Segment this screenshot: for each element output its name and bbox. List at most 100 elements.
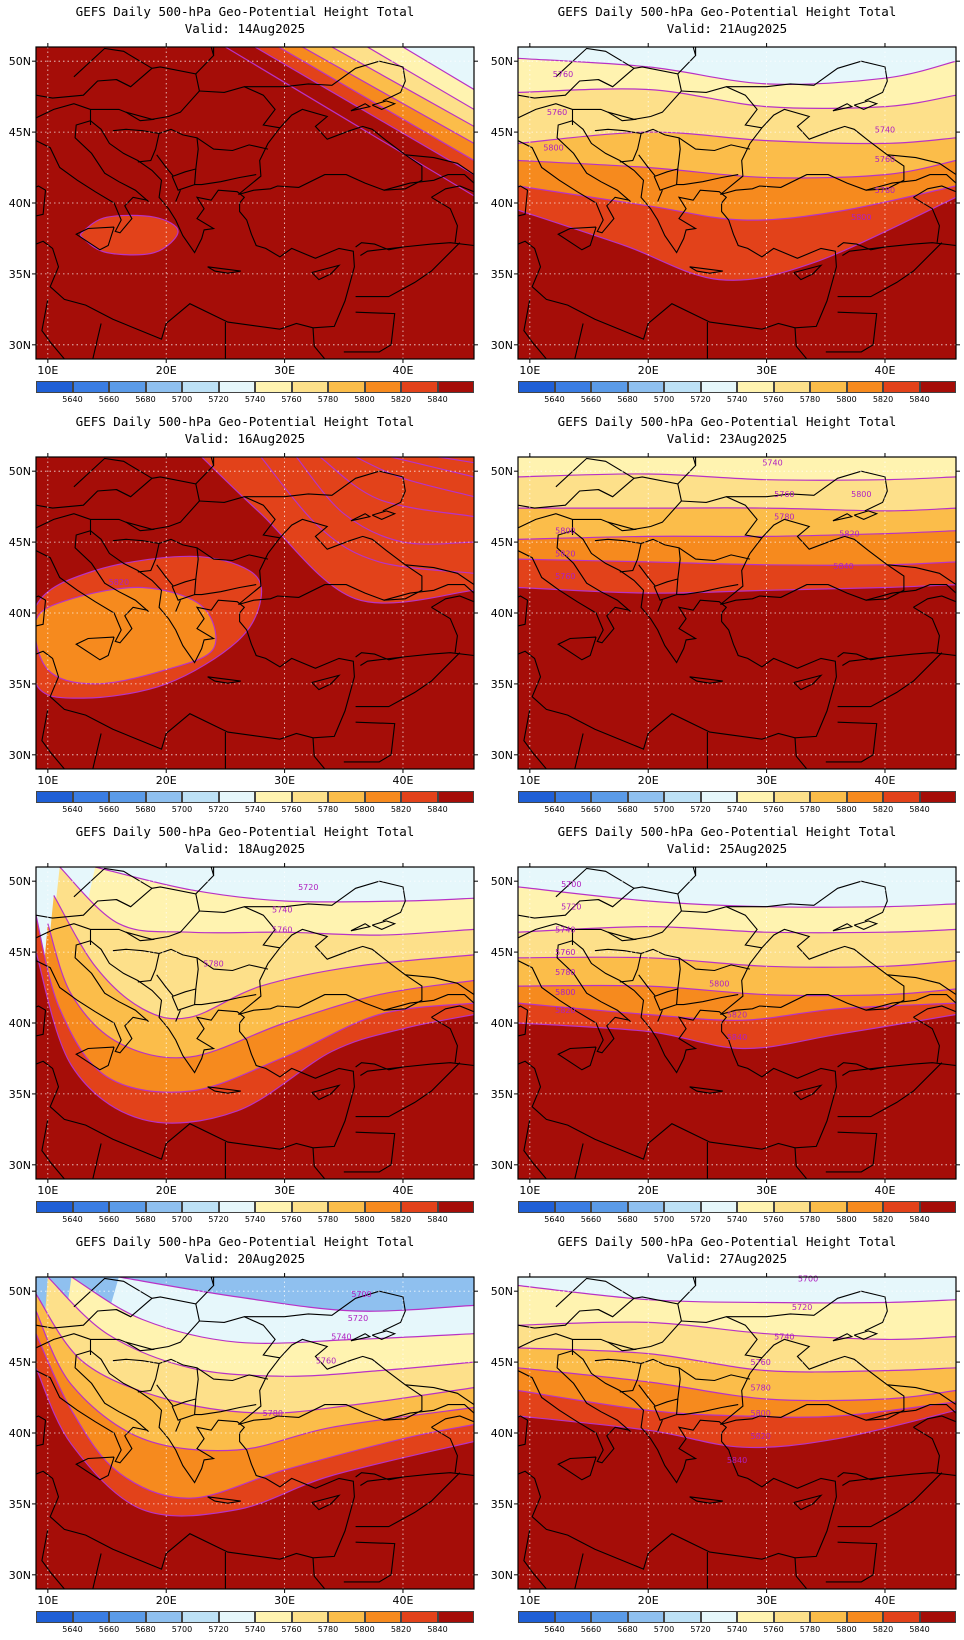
lat-label: 40N — [491, 607, 513, 620]
lon-label: 20E — [156, 1184, 177, 1197]
colorbar-label: 5740 — [726, 1215, 748, 1224]
colorbar-label: 5780 — [799, 1215, 821, 1224]
colorbar-swatch — [700, 1611, 737, 1623]
lon-label: 10E — [519, 774, 540, 787]
colorbar-swatch — [437, 1611, 474, 1623]
colorbar-swatch — [664, 381, 701, 393]
colorbar: 5640 5660 5680 5700 5720 5740 5760 5780 5800 5820… — [36, 1201, 474, 1224]
colorbar-label: 5720 — [208, 805, 229, 814]
colorbar-swatch — [627, 791, 664, 803]
colorbar: 5640 5660 5680 5700 5720 5740 5760 5780 5800 5820… — [36, 381, 474, 404]
contour-label: 5840 — [833, 562, 853, 571]
lat-label: 30N — [9, 1159, 31, 1172]
lon-label: 20E — [638, 364, 659, 377]
contour-label: 5820 — [727, 1010, 747, 1019]
colorbar-swatch — [919, 1201, 956, 1213]
lon-label: 10E — [519, 1184, 540, 1197]
colorbar-label: 5780 — [317, 1625, 339, 1634]
lon-label: 30E — [274, 774, 295, 787]
colorbar-label: 5660 — [580, 1215, 602, 1224]
contour-label: 5840 — [727, 1456, 747, 1465]
colorbar-label: 5800 — [354, 1625, 375, 1634]
colorbar-swatch — [328, 791, 365, 803]
lon-label: 20E — [638, 1184, 659, 1197]
lon-label: 30E — [756, 774, 777, 787]
lat-label: 50N — [491, 465, 513, 478]
colorbar-swatch — [364, 791, 401, 803]
colorbar-label: 5820 — [872, 1215, 894, 1224]
colorbar-swatch — [737, 1611, 774, 1623]
height-band — [518, 1410, 956, 1589]
colorbar-label: 5680 — [617, 1625, 638, 1634]
lat-label: 50N — [9, 1285, 31, 1298]
colorbar-swatch — [919, 381, 956, 393]
lat-label: 50N — [9, 55, 31, 68]
colorbar-swatch — [846, 1611, 883, 1623]
colorbar-label: 5760 — [763, 1215, 784, 1224]
colorbar-swatch — [810, 381, 847, 393]
colorbar-swatch — [145, 791, 182, 803]
colorbar-label: 5660 — [98, 1215, 120, 1224]
colorbar-label: 5820 — [872, 395, 894, 404]
colorbar-label: 5840 — [909, 1215, 930, 1224]
colorbar-label: 5840 — [427, 1215, 448, 1224]
contour-label: 5800 — [851, 490, 871, 499]
colorbar-label: 5800 — [836, 395, 857, 404]
lon-label: 40E — [874, 364, 895, 377]
lat-label: 30N — [491, 749, 513, 762]
colorbar-label: 5760 — [763, 395, 784, 404]
colorbar-swatch — [255, 1201, 292, 1213]
lat-label: 45N — [491, 536, 513, 549]
valid-date: Valid: 25Aug2025 — [666, 841, 788, 856]
colorbar-label: 5640 — [62, 805, 83, 814]
colorbar-swatch — [36, 1611, 73, 1623]
contour-label: 5760 — [316, 1357, 336, 1366]
colorbar-label: 5780 — [317, 395, 339, 404]
colorbar-swatch — [700, 1201, 737, 1213]
colorbar-swatch — [627, 381, 664, 393]
contour-label: 5820 — [555, 549, 575, 558]
colorbar-swatch — [627, 1201, 664, 1213]
lon-label: 40E — [392, 774, 413, 787]
contour-label: 5820 — [750, 1432, 770, 1441]
colorbar-swatch — [737, 791, 774, 803]
colorbar-label: 5840 — [427, 1625, 448, 1634]
colorbar-swatch — [72, 381, 109, 393]
colorbar-swatch — [700, 791, 737, 803]
map-panel: GEFS Daily 500-hPa Geo-Potential Height … — [9, 410, 480, 820]
map-title: GEFS Daily 500-hPa Geo-Potential Height … — [75, 824, 415, 839]
colorbar-swatch — [773, 1201, 810, 1213]
colorbar-swatch — [72, 791, 109, 803]
lon-label: 30E — [274, 1594, 295, 1607]
colorbar-swatch — [291, 791, 328, 803]
colorbar-label: 5700 — [653, 805, 675, 814]
contour-label: 5740 — [331, 1333, 351, 1342]
colorbar-swatch — [554, 791, 591, 803]
contour-label: 5820 — [839, 530, 859, 539]
lat-label: 50N — [491, 55, 513, 68]
colorbar-swatch — [109, 1201, 146, 1213]
colorbar-swatch — [182, 381, 219, 393]
colorbar-swatch — [773, 791, 810, 803]
colorbar-label: 5840 — [427, 805, 448, 814]
lat-label: 35N — [491, 1088, 513, 1101]
colorbar: 5640 5660 5680 5700 5720 5740 5760 5780 5800 5820… — [518, 791, 956, 814]
colorbar-label: 5640 — [544, 805, 565, 814]
lat-label: 35N — [9, 1498, 31, 1511]
colorbar-label: 5820 — [390, 805, 412, 814]
map-title: GEFS Daily 500-hPa Geo-Potential Height … — [557, 4, 897, 19]
colorbar-label: 5660 — [580, 395, 602, 404]
colorbar-swatch — [437, 1201, 474, 1213]
colorbar-label: 5680 — [617, 1215, 638, 1224]
map-panel: GEFS Daily 500-hPa Geo-Potential Height … — [491, 820, 962, 1230]
colorbar-swatch — [919, 1611, 956, 1623]
colorbar-label: 5640 — [62, 1215, 83, 1224]
colorbar-swatch — [218, 381, 255, 393]
colorbar-label: 5740 — [726, 1625, 748, 1634]
colorbar: 5640 5660 5680 5700 5720 5740 5760 5780 5800 5820… — [518, 1201, 956, 1224]
lat-label: 45N — [491, 1356, 513, 1369]
colorbar-label: 5700 — [171, 1625, 193, 1634]
colorbar-swatch — [591, 1201, 628, 1213]
colorbar-label: 5680 — [135, 1625, 156, 1634]
colorbar-swatch — [145, 1611, 182, 1623]
